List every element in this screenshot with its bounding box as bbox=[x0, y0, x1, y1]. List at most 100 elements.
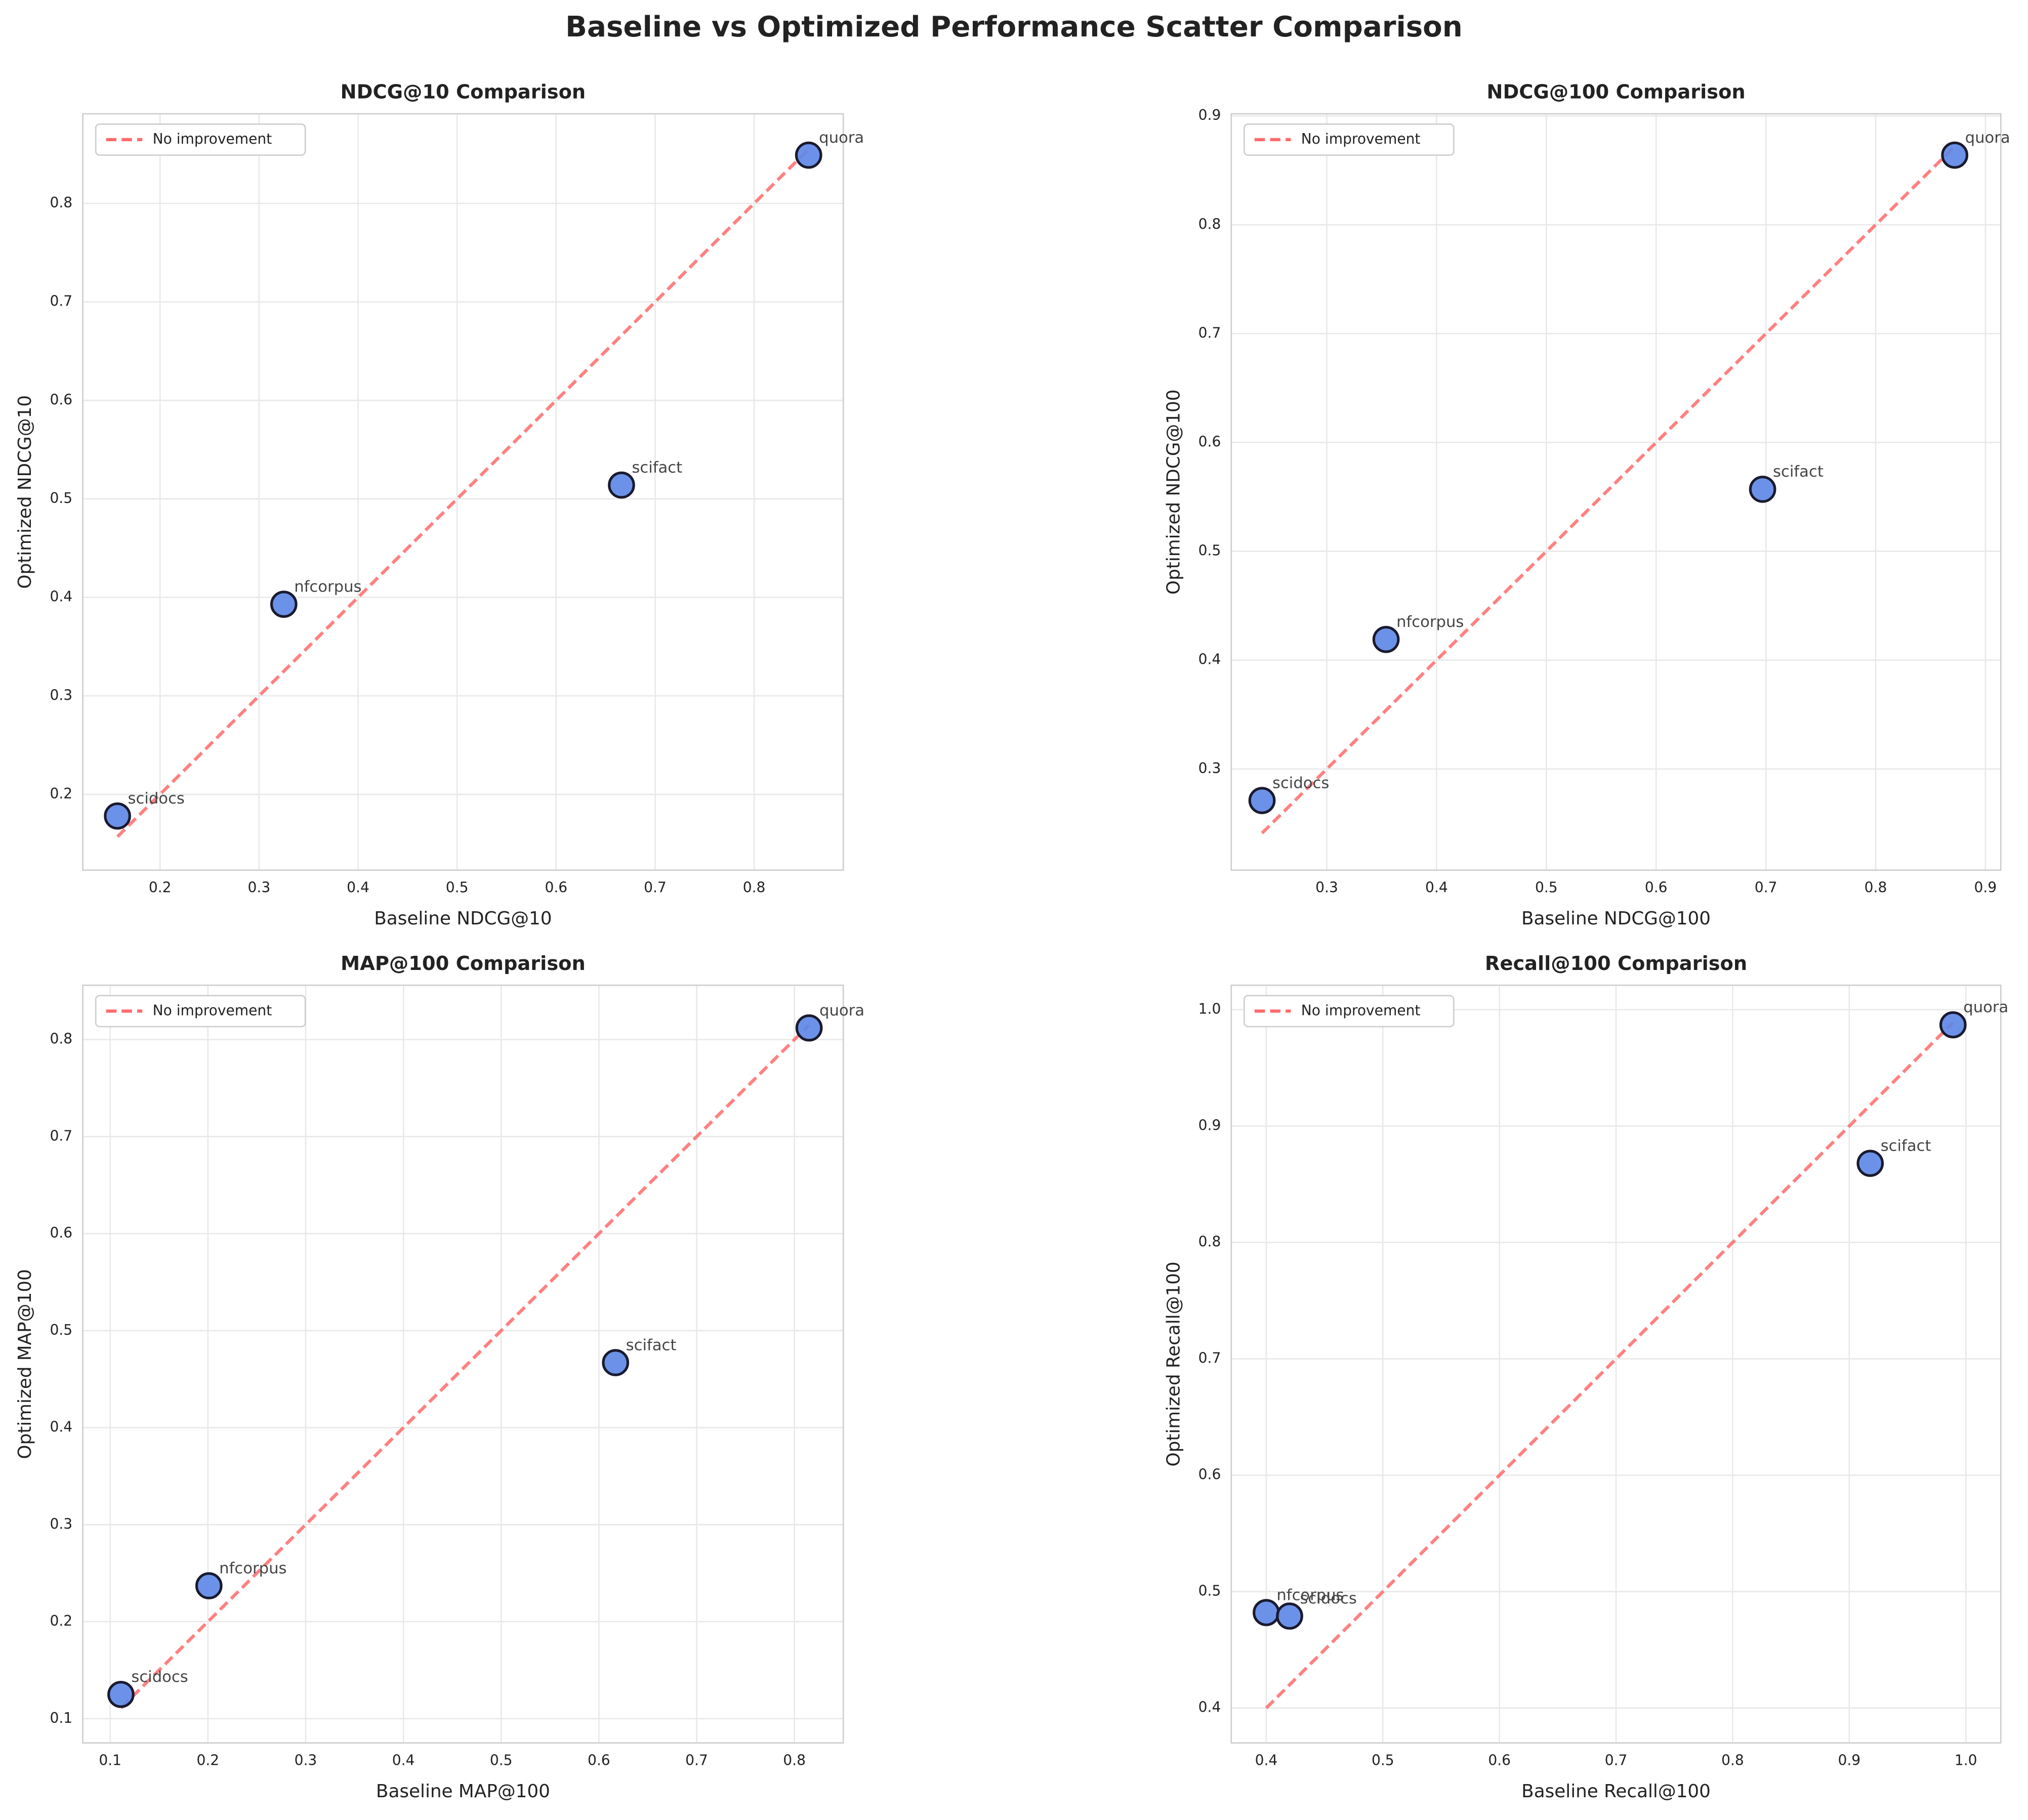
legend-box bbox=[1244, 123, 1455, 156]
y-tick-label: 0.8 bbox=[50, 194, 72, 211]
axes-frame bbox=[1230, 984, 2002, 1744]
legend: No improvement bbox=[1244, 995, 1455, 1028]
point-label: scifact bbox=[1881, 1137, 1931, 1155]
x-tick-label: 0.4 bbox=[1425, 879, 1448, 896]
y-axis-label: Optimized Recall@100 bbox=[1163, 1261, 1184, 1466]
point-label: scidocs bbox=[128, 790, 185, 808]
x-tick-label: 0.7 bbox=[685, 1752, 708, 1768]
point-label: scifact bbox=[632, 459, 682, 477]
y-tick-label: 0.7 bbox=[50, 293, 72, 310]
point-label: scidocs bbox=[1300, 1590, 1356, 1607]
y-tick-label: 0.4 bbox=[1198, 651, 1221, 668]
x-tick-label: 0.5 bbox=[1535, 879, 1558, 896]
subplot-title: NDCG@10 Comparison bbox=[341, 80, 586, 103]
x-tick-label: 0.9 bbox=[1838, 1752, 1860, 1768]
axes-frame bbox=[82, 984, 844, 1744]
subplot: 0.1 0.2 0.3 0.4 0.5 0.6 0.7 0.8 0.1 0.2 0.3 0.4 0.5 0… bbox=[15, 952, 864, 1802]
point-label: nfcorpus bbox=[219, 1559, 286, 1577]
legend-box bbox=[95, 123, 306, 156]
figure-title: Baseline vs Optimized Performance Scatte… bbox=[565, 11, 1463, 44]
y-tick-label: 0.6 bbox=[50, 391, 72, 408]
scatter-point bbox=[1253, 1599, 1280, 1626]
scatter-point bbox=[1749, 476, 1776, 503]
y-tick-label: 0.1 bbox=[50, 1710, 72, 1726]
scatter-point bbox=[1248, 787, 1276, 814]
y-tick-label: 0.5 bbox=[1198, 1583, 1221, 1599]
x-tick-label: 0.7 bbox=[644, 879, 667, 896]
subplot-title: Recall@100 Comparison bbox=[1485, 952, 1747, 975]
y-tick-label: 0.2 bbox=[50, 785, 72, 802]
scatter-point bbox=[1276, 1602, 1303, 1630]
reference-line bbox=[119, 1024, 810, 1709]
x-tick-label: 0.7 bbox=[1755, 879, 1777, 896]
x-tick-label: 0.3 bbox=[248, 879, 271, 896]
x-tick-label: 0.8 bbox=[1721, 1752, 1744, 1768]
subplot: 0.4 0.5 0.6 0.7 0.8 0.9 1.0 0.4 0.5 0.6 0.7 0.8 0.9 1… bbox=[1163, 952, 2008, 1802]
scatter-point bbox=[104, 802, 131, 830]
legend-label: No improvement bbox=[1301, 131, 1421, 147]
scatter-point bbox=[1939, 1011, 1967, 1039]
x-tick-label: 1.0 bbox=[1955, 1752, 1977, 1768]
x-axis-label: Baseline Recall@100 bbox=[1521, 1781, 1711, 1802]
y-tick-label: 0.3 bbox=[50, 687, 72, 703]
point-label: scidocs bbox=[131, 1668, 188, 1686]
x-axis-label: Baseline NDCG@10 bbox=[374, 908, 552, 929]
x-tick-label: 0.3 bbox=[295, 1752, 317, 1768]
y-tick-label: 0.3 bbox=[50, 1515, 72, 1532]
x-tick-label: 0.6 bbox=[545, 879, 567, 896]
point-label: scidocs bbox=[1272, 774, 1329, 792]
x-tick-label: 0.9 bbox=[1974, 879, 1997, 896]
x-axis-label: Baseline NDCG@100 bbox=[1521, 908, 1711, 929]
legend: No improvement bbox=[95, 123, 306, 156]
plot-area bbox=[1231, 113, 2001, 870]
x-tick-label: 0.6 bbox=[1488, 1752, 1511, 1768]
scatter-point bbox=[1372, 625, 1400, 653]
plot-area bbox=[82, 985, 844, 1743]
y-tick-label: 0.5 bbox=[50, 490, 72, 506]
x-tick-label: 0.4 bbox=[347, 879, 369, 896]
scatter-point bbox=[1856, 1150, 1884, 1177]
subplot-title: MAP@100 Comparison bbox=[341, 952, 586, 975]
y-tick-label: 0.8 bbox=[50, 1031, 72, 1047]
point-label: scifact bbox=[1773, 463, 1824, 481]
y-tick-label: 0.6 bbox=[50, 1224, 72, 1241]
y-tick-label: 0.7 bbox=[1198, 1350, 1221, 1367]
point-label: nfcorpus bbox=[294, 578, 361, 596]
point-label: nfcorpus bbox=[1396, 613, 1464, 631]
reference-line bbox=[1265, 1021, 1955, 1709]
point-label: quora bbox=[1965, 129, 2010, 147]
y-tick-label: 0.7 bbox=[50, 1127, 72, 1144]
scatter-point bbox=[795, 1014, 823, 1042]
legend-label: No improvement bbox=[1301, 1002, 1421, 1019]
x-tick-label: 0.4 bbox=[1255, 1752, 1278, 1768]
x-tick-label: 0.6 bbox=[588, 1752, 610, 1768]
y-axis-label: Optimized NDCG@100 bbox=[1163, 390, 1184, 595]
y-tick-label: 0.3 bbox=[1198, 760, 1221, 777]
legend-label: No improvement bbox=[153, 1002, 272, 1019]
y-tick-label: 0.9 bbox=[1198, 1117, 1221, 1134]
x-tick-label: 0.6 bbox=[1645, 879, 1668, 896]
point-label: quora bbox=[819, 129, 864, 147]
axes-frame bbox=[82, 113, 844, 871]
scatter-point bbox=[195, 1572, 223, 1599]
x-tick-label: 0.2 bbox=[196, 1752, 219, 1768]
y-tick-label: 0.8 bbox=[1198, 216, 1221, 232]
y-tick-label: 0.5 bbox=[1198, 542, 1221, 559]
y-tick-label: 0.7 bbox=[1198, 324, 1221, 341]
y-tick-label: 0.4 bbox=[50, 1419, 72, 1435]
y-axis-label: Optimized MAP@100 bbox=[15, 1269, 35, 1459]
scatter-point bbox=[270, 590, 298, 618]
point-label: quora bbox=[1963, 999, 2008, 1017]
y-tick-label: 0.6 bbox=[1198, 433, 1221, 450]
y-tick-label: 0.8 bbox=[1198, 1234, 1221, 1250]
y-tick-label: 0.9 bbox=[1198, 107, 1221, 123]
legend-label: No improvement bbox=[153, 131, 272, 147]
y-tick-label: 0.6 bbox=[1198, 1466, 1221, 1483]
x-tick-label: 0.8 bbox=[743, 879, 766, 896]
x-tick-label: 0.4 bbox=[392, 1752, 415, 1768]
x-axis-label: Baseline MAP@100 bbox=[376, 1781, 550, 1802]
scatter-point bbox=[795, 141, 822, 169]
y-tick-label: 0.5 bbox=[50, 1322, 72, 1338]
